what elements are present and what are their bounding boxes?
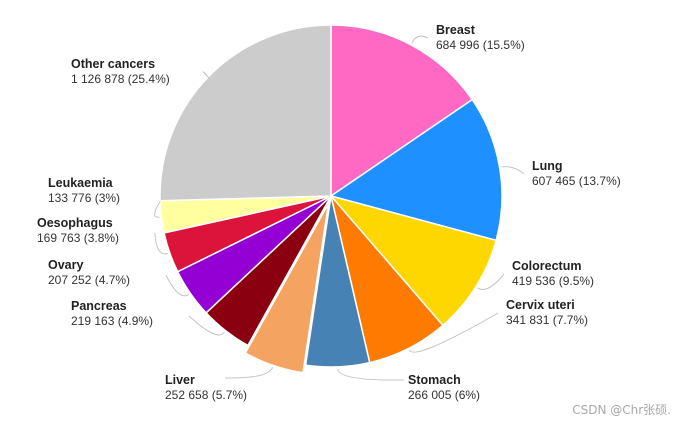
pie-slice-stomach <box>304 195 371 368</box>
slice-label-liver: Liver <box>165 373 195 387</box>
leader-line-cervix-uteri <box>408 312 499 353</box>
slice-value-pancreas: 219 163 (4.9%) <box>71 314 153 328</box>
leader-line-other-cancers <box>202 71 210 79</box>
slice-value-lung: 607 465 (13.7%) <box>532 174 621 188</box>
slice-label-pancreas: Pancreas <box>71 299 127 313</box>
pie-slice-liver <box>244 203 330 374</box>
slice-value-leukaemia: 133 776 (3%) <box>48 191 120 205</box>
slice-label-breast: Breast <box>436 23 476 37</box>
slice-value-other-cancers: 1 126 878 (25.4%) <box>71 72 170 86</box>
slice-label-ovary: Ovary <box>48 258 83 272</box>
slice-value-colorectum: 419 536 (9.5%) <box>512 274 594 288</box>
leader-line-colorectum <box>477 273 505 290</box>
slice-value-breast: 684 996 (15.5%) <box>436 38 525 52</box>
leader-line-breast <box>411 35 429 44</box>
leader-line-liver <box>224 367 274 379</box>
leader-line-pancreas <box>188 315 225 336</box>
slice-value-oesophagus: 169 763 (3.8%) <box>37 231 119 245</box>
slice-label-colorectum: Colorectum <box>512 259 581 273</box>
pie-slice-other-cancers <box>159 24 332 202</box>
slice-label-leukaemia: Leukaemia <box>48 176 114 190</box>
slice-value-liver: 252 658 (5.7%) <box>165 388 247 402</box>
slice-value-cervix-uteri: 341 831 (7.7%) <box>506 313 588 327</box>
slice-label-lung: Lung <box>532 159 563 173</box>
slice-value-stomach: 266 005 (6%) <box>408 388 480 402</box>
slice-label-cervix-uteri: Cervix uteri <box>506 298 575 312</box>
pie-slice-lung <box>329 98 503 242</box>
slice-label-other-cancers: Other cancers <box>71 57 155 71</box>
watermark: CSDN @Chr张硕. <box>572 403 671 417</box>
leader-line-ovary <box>165 274 190 297</box>
leader-line-lung <box>501 166 525 175</box>
leader-line-stomach <box>337 368 405 381</box>
slice-label-stomach: Stomach <box>408 373 461 387</box>
pie-slice-breast <box>330 24 474 198</box>
slice-value-ovary: 207 252 (4.7%) <box>48 273 130 287</box>
slice-label-oesophagus: Oesophagus <box>37 216 113 230</box>
pie-slice-colorectum <box>328 194 498 327</box>
leader-line-oesophagus <box>154 232 168 255</box>
